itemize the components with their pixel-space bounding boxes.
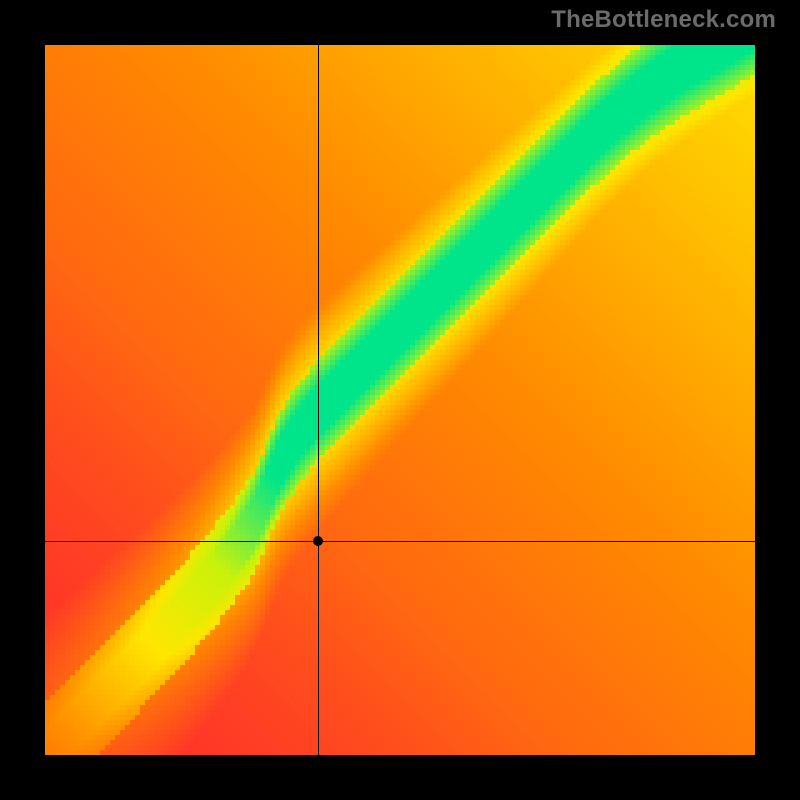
marker-dot [313,536,323,546]
chart-container: TheBottleneck.com [0,0,800,800]
heatmap-canvas [45,45,755,755]
crosshair-horizontal [45,541,755,542]
crosshair-vertical [318,45,319,755]
plot-frame [45,45,755,755]
watermark-label: TheBottleneck.com [551,6,776,34]
